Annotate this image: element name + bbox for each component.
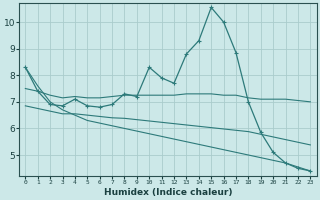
X-axis label: Humidex (Indice chaleur): Humidex (Indice chaleur) [104,188,232,197]
